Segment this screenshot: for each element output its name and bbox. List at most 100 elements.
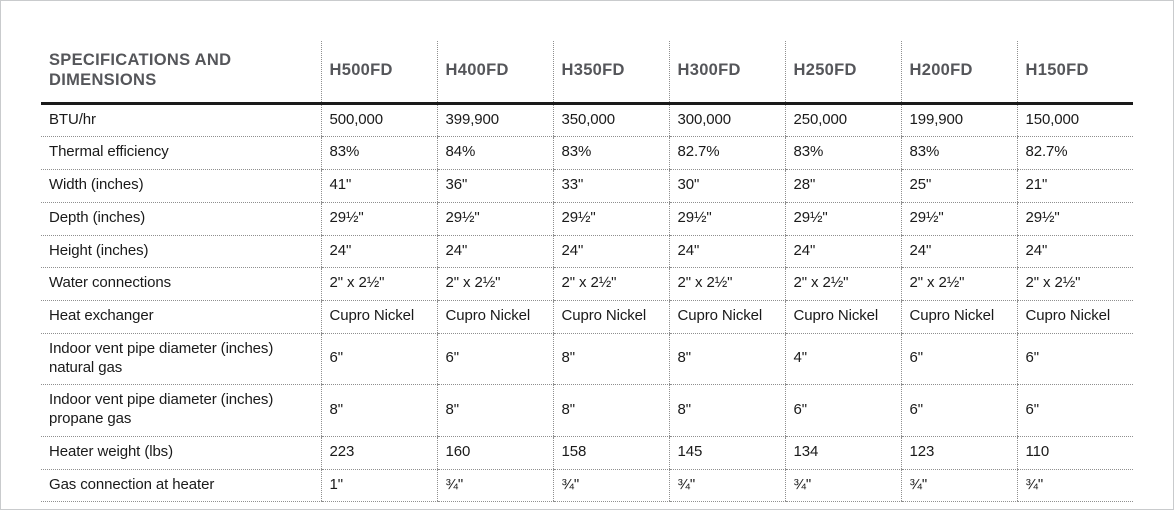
- cell-value: 6": [784, 384, 901, 437]
- cell-value: 2" x 2½": [900, 267, 1017, 301]
- cell-value: 6": [900, 384, 1017, 437]
- cell-value: 25": [900, 169, 1017, 203]
- table-row: Indoor vent pipe diameter (inches) propa…: [41, 384, 1133, 437]
- row-label: Width (inches): [41, 169, 321, 203]
- row-label: Indoor vent pipe diameter (inches) natur…: [41, 333, 321, 386]
- cell-value: 8": [668, 384, 785, 437]
- cell-value: 350,000: [552, 103, 669, 138]
- column-header-h250fd: H250FD: [784, 41, 901, 105]
- row-label: Height (inches): [41, 235, 321, 269]
- cell-value: 2" x 2½": [436, 267, 553, 301]
- table-row: Height (inches) 24" 24" 24" 24" 24" 24" 24": [41, 235, 1133, 269]
- column-header-h200fd: H200FD: [900, 41, 1017, 105]
- specifications-table: SPECIFICATIONS AND DIMENSIONS H500FD H40…: [41, 41, 1133, 503]
- cell-value: 24": [436, 235, 553, 269]
- cell-value: 4": [784, 333, 901, 386]
- header-row: SPECIFICATIONS AND DIMENSIONS H500FD H40…: [41, 41, 1133, 105]
- cell-value: 29½": [1016, 202, 1133, 236]
- cell-value: 160: [436, 436, 553, 470]
- cell-value: 2" x 2½": [784, 267, 901, 301]
- row-label: BTU/hr: [41, 103, 321, 138]
- column-header-h500fd: H500FD: [320, 41, 437, 105]
- row-label: Water connections: [41, 267, 321, 301]
- cell-value: 223: [320, 436, 437, 470]
- cell-value: 82.7%: [668, 136, 785, 170]
- cell-value: Cupro Nickel: [436, 300, 553, 334]
- row-label: Indoor vent pipe diameter (inches) propa…: [41, 384, 321, 437]
- cell-value: 83%: [320, 136, 437, 170]
- row-label: Heat exchanger: [41, 300, 321, 334]
- column-header-h300fd: H300FD: [668, 41, 785, 105]
- cell-value: 6": [320, 333, 437, 386]
- cell-value: 2" x 2½": [1016, 267, 1133, 301]
- cell-value: 8": [552, 333, 669, 386]
- cell-value: 21": [1016, 169, 1133, 203]
- cell-value: 250,000: [784, 103, 901, 138]
- cell-value: 30": [668, 169, 785, 203]
- cell-value: 33": [552, 169, 669, 203]
- column-header-h350fd: H350FD: [552, 41, 669, 105]
- cell-value: ¾": [1016, 469, 1133, 503]
- cell-value: 134: [784, 436, 901, 470]
- cell-value: 29½": [668, 202, 785, 236]
- cell-value: 24": [1016, 235, 1133, 269]
- column-header-h400fd: H400FD: [436, 41, 553, 105]
- cell-value: 84%: [436, 136, 553, 170]
- cell-value: 29½": [436, 202, 553, 236]
- cell-value: ¾": [552, 469, 669, 503]
- cell-value: 2" x 2½": [552, 267, 669, 301]
- cell-value: 199,900: [900, 103, 1017, 138]
- cell-value: 300,000: [668, 103, 785, 138]
- cell-value: 158: [552, 436, 669, 470]
- cell-value: 83%: [900, 136, 1017, 170]
- cell-value: 36": [436, 169, 553, 203]
- cell-value: 24": [784, 235, 901, 269]
- cell-value: 28": [784, 169, 901, 203]
- table-row: Thermal efficiency 83% 84% 83% 82.7% 83% 83% 82…: [41, 136, 1133, 170]
- cell-value: Cupro Nickel: [784, 300, 901, 334]
- column-header-h150fd: H150FD: [1016, 41, 1133, 105]
- cell-value: 1": [320, 469, 437, 503]
- table-title-text: SPECIFICATIONS AND DIMENSIONS: [49, 51, 232, 90]
- table-row: Width (inches) 41" 36" 33" 30" 28" 25" 21": [41, 169, 1133, 203]
- cell-value: 29½": [784, 202, 901, 236]
- table-row: Heater weight (lbs) 223 160 158 145 134 123 110: [41, 436, 1133, 470]
- spec-table-body: BTU/hr 500,000 399,900 350,000 300,000 250,00…: [41, 103, 1133, 503]
- table-row: Water connections 2" x 2½" 2" x 2½" 2" x 2½…: [41, 267, 1133, 301]
- cell-value: Cupro Nickel: [900, 300, 1017, 334]
- cell-value: 29½": [900, 202, 1017, 236]
- table-row: Indoor vent pipe diameter (inches) natur…: [41, 333, 1133, 386]
- cell-value: 24": [552, 235, 669, 269]
- cell-value: 83%: [784, 136, 901, 170]
- cell-value: ¾": [436, 469, 553, 503]
- row-label: Gas connection at heater: [41, 469, 321, 503]
- cell-value: 110: [1016, 436, 1133, 470]
- cell-value: 8": [320, 384, 437, 437]
- table-title: SPECIFICATIONS AND DIMENSIONS: [41, 41, 321, 105]
- table-row: Gas connection at heater 1" ¾" ¾" ¾" ¾" ¾" ¾": [41, 469, 1133, 503]
- table-row: BTU/hr 500,000 399,900 350,000 300,000 250,00…: [41, 103, 1133, 138]
- cell-value: 6": [436, 333, 553, 386]
- cell-value: ¾": [668, 469, 785, 503]
- row-label: Heater weight (lbs): [41, 436, 321, 470]
- cell-value: 29½": [552, 202, 669, 236]
- table-row: Depth (inches) 29½" 29½" 29½" 29½" 29½" 29½" 29…: [41, 202, 1133, 236]
- cell-value: 83%: [552, 136, 669, 170]
- cell-value: 500,000: [320, 103, 437, 138]
- row-label: Thermal efficiency: [41, 136, 321, 170]
- cell-value: 29½": [320, 202, 437, 236]
- cell-value: 8": [552, 384, 669, 437]
- cell-value: 24": [320, 235, 437, 269]
- cell-value: 2" x 2½": [668, 267, 785, 301]
- cell-value: ¾": [784, 469, 901, 503]
- cell-value: 6": [900, 333, 1017, 386]
- cell-value: 6": [1016, 333, 1133, 386]
- cell-value: 145: [668, 436, 785, 470]
- cell-value: 6": [1016, 384, 1133, 437]
- cell-value: 150,000: [1016, 103, 1133, 138]
- cell-value: Cupro Nickel: [552, 300, 669, 334]
- cell-value: Cupro Nickel: [320, 300, 437, 334]
- cell-value: 24": [900, 235, 1017, 269]
- cell-value: 123: [900, 436, 1017, 470]
